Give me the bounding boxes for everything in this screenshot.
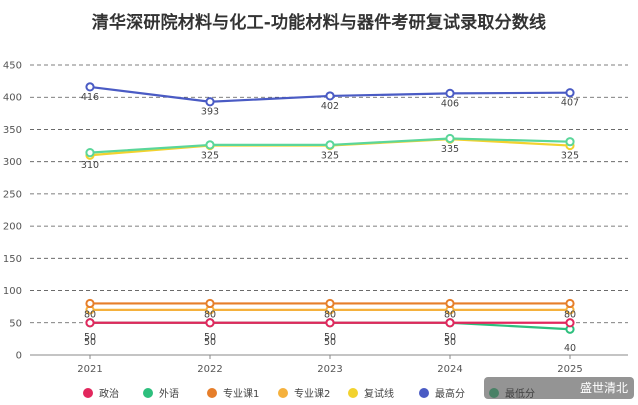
data-label: 80 (324, 309, 336, 320)
y-tick-label: 100 (3, 286, 22, 297)
data-label: 40 (564, 343, 576, 354)
data-label: 50 (84, 337, 96, 348)
data-label: 50 (84, 332, 96, 343)
data-label: 406 (441, 98, 459, 109)
data-label: 325 (561, 151, 579, 162)
data-label: 50 (324, 337, 336, 348)
y-tick-label: 250 (3, 189, 22, 200)
data-label: 416 (81, 92, 99, 103)
data-point (565, 298, 575, 309)
legend-label: 最高分 (435, 387, 465, 400)
chart-title: 清华深研院材料与化工-功能材料与器件考研复试录取分数线 (91, 13, 547, 33)
data-label: 407 (561, 98, 579, 109)
x-tick-label: 2025 (557, 364, 582, 375)
legend-label: 政治 (99, 387, 119, 400)
y-tick-label: 0 (16, 351, 22, 362)
legend-marker (207, 388, 217, 398)
data-label: 325 (321, 151, 339, 162)
data-point (445, 318, 455, 328)
y-tick-label: 400 (3, 93, 22, 104)
data-label: 335 (441, 144, 459, 155)
data-label: 50 (324, 332, 336, 343)
data-point (85, 82, 95, 92)
data-point (205, 298, 215, 309)
data-point (445, 88, 455, 98)
x-tick-label: 2022 (197, 364, 222, 375)
data-point (325, 298, 335, 309)
data-label: 50 (444, 332, 456, 343)
y-tick-label: 450 (3, 61, 22, 72)
data-label: 50 (444, 337, 456, 348)
data-label: 80 (564, 309, 576, 320)
data-label: 393 (201, 107, 219, 118)
y-tick-label: 350 (3, 125, 22, 136)
data-label: 325 (201, 151, 219, 162)
legend-marker (278, 388, 288, 398)
data-label: 50 (204, 332, 216, 343)
data-point (85, 318, 95, 328)
data-label: 310 (81, 160, 99, 171)
watermark: 盛世清北 (484, 377, 634, 399)
x-tick-label: 2023 (317, 364, 342, 375)
y-tick-label: 50 (9, 318, 22, 329)
legend-label: 专业课1 (223, 387, 259, 400)
data-point (565, 137, 575, 147)
legend-marker (419, 388, 429, 398)
data-point (205, 318, 215, 328)
data-point (205, 97, 215, 107)
data-point (205, 140, 215, 150)
legend-label: 专业课2 (294, 387, 330, 400)
data-point (565, 318, 575, 328)
data-label: 50 (204, 337, 216, 348)
data-label: 402 (321, 101, 339, 112)
data-point (325, 91, 335, 101)
data-label: 80 (84, 309, 96, 320)
data-point (445, 133, 455, 144)
data-point (445, 298, 455, 309)
y-tick-label: 300 (3, 157, 22, 168)
data-label: 80 (444, 309, 456, 320)
data-point (565, 88, 575, 98)
data-point (85, 148, 95, 158)
legend-label: 外语 (159, 388, 179, 400)
x-tick-label: 2021 (77, 364, 102, 375)
y-tick-label: 150 (3, 254, 22, 265)
data-label: 80 (204, 309, 216, 320)
data-point (325, 318, 335, 328)
legend-label: 复试线 (364, 387, 394, 400)
y-tick-label: 200 (3, 222, 22, 233)
x-tick-label: 2024 (437, 364, 462, 375)
legend-marker (83, 388, 93, 398)
legend-marker (348, 388, 358, 398)
legend-marker (143, 388, 153, 398)
data-point (85, 298, 95, 309)
data-point (325, 140, 335, 150)
